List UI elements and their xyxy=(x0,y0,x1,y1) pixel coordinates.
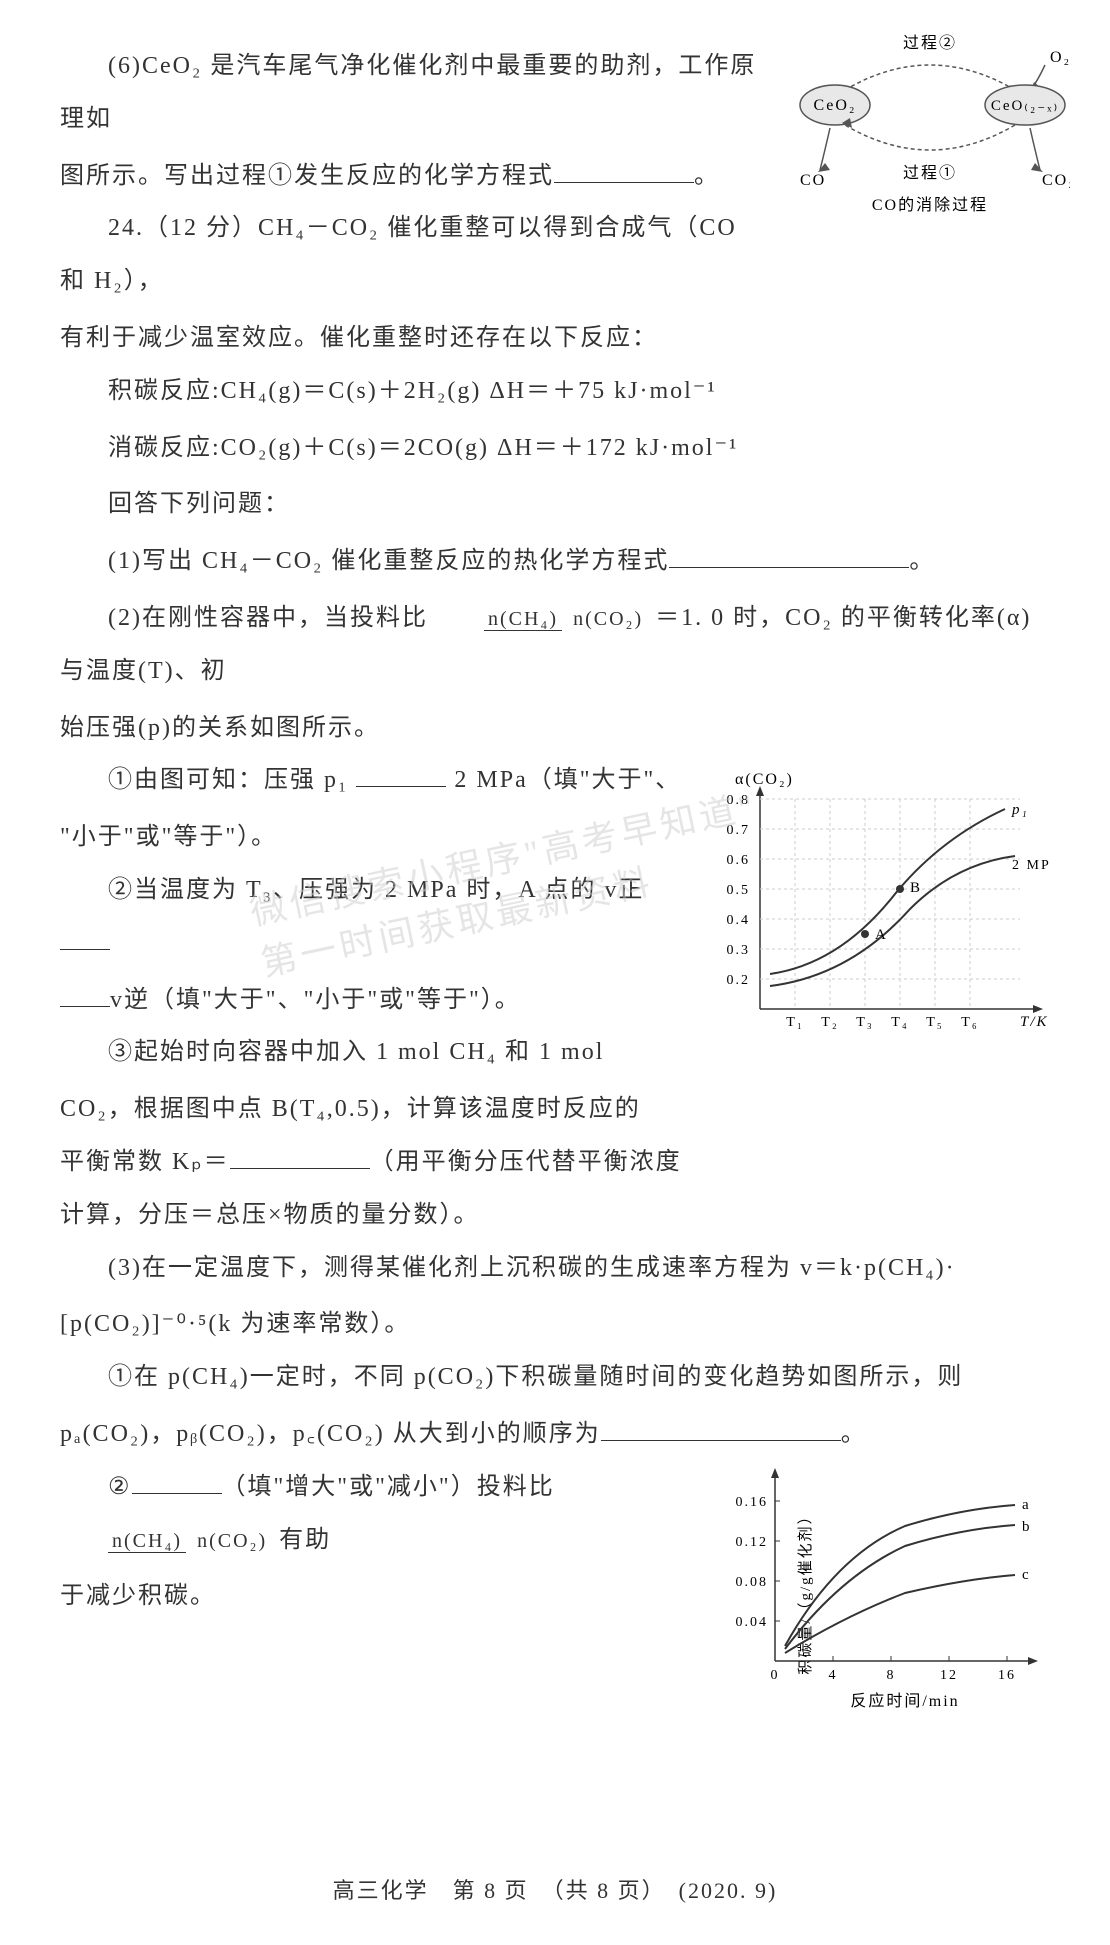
svg-text:0.4: 0.4 xyxy=(727,913,751,928)
svg-text:0.12: 0.12 xyxy=(736,1535,769,1550)
page-footer: 高三化学 第 8 页 （共 8 页） (2020. 9) xyxy=(0,1873,1110,1905)
cycle-diagram: 过程② O₂ CeO₂ CeO₍₂₋ₓ₎ CO CO₂ 过程① CO的消除过程 xyxy=(790,30,1070,230)
svg-text:A: A xyxy=(875,927,888,943)
cycle-o2-label: O₂ xyxy=(1050,49,1070,66)
svg-text:p₁: p₁ xyxy=(1011,802,1029,818)
q24-sub2c: 始压强(p)的关系如图所示。 xyxy=(60,702,1050,755)
svg-text:T₅: T₅ xyxy=(926,1015,943,1030)
q24-sub3-1a: ①在 p(CH₄)一定时，不同 p(CO₂)下积碳量随时间的变化趋势如图所示，则 xyxy=(60,1351,1050,1404)
svg-text:0.2: 0.2 xyxy=(727,973,751,988)
svg-text:0.04: 0.04 xyxy=(736,1615,769,1630)
svg-text:2 MPa: 2 MPa xyxy=(1012,858,1050,873)
q24-line2: 有利于减少温室效应。催化重整时还存在以下反应： xyxy=(60,312,1050,365)
svg-text:0.7: 0.7 xyxy=(727,823,751,838)
cycle-caption: CO的消除过程 xyxy=(872,196,988,214)
q24-sub2-3e: 计算，分压＝总压×物质的量分数）。 xyxy=(60,1189,1050,1242)
cycle-co-label: CO xyxy=(800,172,826,189)
svg-text:B: B xyxy=(910,880,922,896)
svg-text:T₁: T₁ xyxy=(786,1015,803,1030)
svg-text:8: 8 xyxy=(887,1668,896,1683)
carbon-ylabel: 积碳量/（g/g催化剂） xyxy=(797,1507,814,1674)
cycle-top-label: 过程② xyxy=(903,34,957,52)
q24-sub3-1b: pₐ(CO₂)，pᵦ(CO₂)，p꜀(CO₂) 从大到小的顺序为。 xyxy=(60,1408,1050,1461)
q24-eq1: 积碳反应:CH₄(g)＝C(s)＋2H₂(g) ΔH＝＋75 kJ·mol⁻¹ xyxy=(60,365,1050,418)
svg-text:0: 0 xyxy=(771,1668,780,1683)
cycle-right-label: CeO₍₂₋ₓ₎ xyxy=(991,98,1059,114)
q24-sub2-3b: CO₂，根据图中点 B(T₄,0.5)，计算该温度时反应的 xyxy=(60,1083,1050,1136)
cycle-bottom-label: 过程① xyxy=(903,164,957,182)
cycle-co2-label: CO₂ xyxy=(1042,172,1070,189)
alpha-chart: α(CO₂) 0.2 0.3 0 xyxy=(720,764,1050,1044)
svg-text:0.6: 0.6 xyxy=(727,853,751,868)
q24-sub1: (1)写出 CH₄－CO₂ 催化重整反应的热化学方程式。 xyxy=(60,535,1050,588)
carbon-chart: 积碳量/（g/g催化剂） 0.04 0.08 0.12 0.16 0 4 8 1… xyxy=(720,1461,1050,1721)
svg-text:0.8: 0.8 xyxy=(727,793,751,808)
q24-sub2a: (2)在刚性容器中，当投料比 n(CH₄) n(CO₂) ＝1. 0 时，CO₂… xyxy=(60,592,1050,698)
svg-text:T/K: T/K xyxy=(1020,1014,1049,1030)
svg-text:a: a xyxy=(1022,1497,1031,1513)
svg-text:T₆: T₆ xyxy=(961,1015,978,1030)
q24-sub3a: (3)在一定温度下，测得某催化剂上沉积碳的生成速率方程为 v＝k·p(CH₄)· xyxy=(60,1242,1050,1295)
svg-text:0.5: 0.5 xyxy=(727,883,751,898)
q24-sub3b: [p(CO₂)]⁻⁰·⁵(k 为速率常数）。 xyxy=(60,1298,1050,1351)
svg-text:c: c xyxy=(1022,1567,1031,1583)
q24-sub2-3c: 平衡常数 Kₚ＝（用平衡分压代替平衡浓度 xyxy=(60,1136,1050,1189)
q24-answer-prompt: 回答下列问题： xyxy=(60,478,1050,531)
svg-text:4: 4 xyxy=(829,1668,838,1683)
q24-eq2: 消碳反应:CO₂(g)＋C(s)＝2CO(g) ΔH＝＋172 kJ·mol⁻¹ xyxy=(60,422,1050,475)
svg-text:反应时间/min: 反应时间/min xyxy=(850,1691,959,1710)
svg-text:b: b xyxy=(1022,1519,1032,1535)
svg-text:T₄: T₄ xyxy=(891,1015,908,1030)
svg-text:0.16: 0.16 xyxy=(736,1495,769,1510)
svg-text:0.08: 0.08 xyxy=(736,1575,769,1590)
cycle-left-label: CeO₂ xyxy=(814,97,857,114)
svg-text:16: 16 xyxy=(998,1668,1016,1683)
svg-text:T₂: T₂ xyxy=(821,1015,838,1030)
svg-text:0.3: 0.3 xyxy=(727,943,751,958)
alpha-ylabel: α(CO₂) xyxy=(735,771,794,788)
svg-text:T₃: T₃ xyxy=(856,1015,873,1030)
svg-text:12: 12 xyxy=(940,1668,958,1683)
